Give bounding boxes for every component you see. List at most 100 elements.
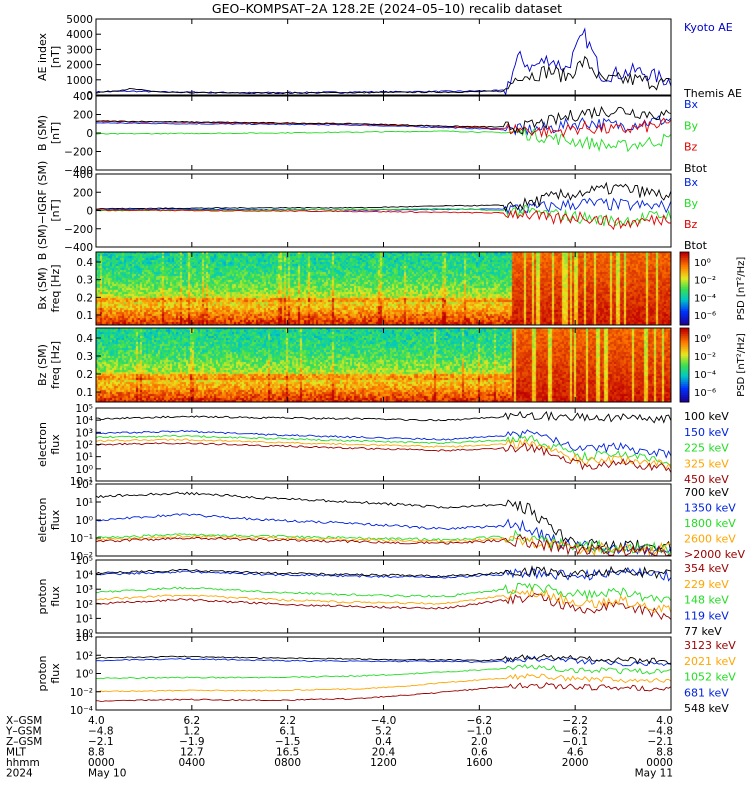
colorbar-cell xyxy=(680,270,689,273)
colorbar-cell xyxy=(680,272,689,275)
ephemeris-value: 1200 xyxy=(370,757,397,769)
colorbar-cell xyxy=(680,331,689,335)
y-tick-label: 10¹ xyxy=(75,613,93,625)
y-tick-label: 10⁻² xyxy=(70,551,93,563)
ephemeris-value: −1.0 xyxy=(467,726,493,738)
y-tick-label: 10² xyxy=(75,650,93,662)
y-tick-label: 4000 xyxy=(66,29,93,41)
ephemeris-value: −6.2 xyxy=(562,726,588,738)
legend-entry: 325 keV xyxy=(684,457,729,470)
y-axis-label: Bx (SM) xyxy=(36,267,49,310)
y-tick-label: 1000 xyxy=(66,75,93,87)
series-line xyxy=(95,438,672,470)
ephemeris-value: 0000 xyxy=(646,757,673,769)
colorbar-cell xyxy=(680,398,689,401)
legend-entry: Bx xyxy=(684,98,699,111)
y-tick-label: 400 xyxy=(73,91,93,103)
series-line xyxy=(95,566,672,582)
legend-entry: 2600 keV xyxy=(684,533,736,546)
colorbar-cell xyxy=(680,389,689,392)
colorbar-tick-label: 10⁻⁴ xyxy=(694,370,716,381)
legend-entry: 77 keV xyxy=(684,625,722,638)
ephemeris-row-label: MLT xyxy=(6,747,26,759)
ephemeris-value: −0.1 xyxy=(562,736,588,748)
ephemeris-value: −6.2 xyxy=(467,715,493,727)
panel-pflux2: 3123 keV 2021 keV 1052 keV 681 keV 548 keV 10… xyxy=(36,632,736,717)
colorbar-cell xyxy=(680,261,689,264)
ephemeris-value: −4.8 xyxy=(648,726,674,738)
legend-entry: 229 keV xyxy=(684,578,729,591)
colorbar-cell xyxy=(680,366,689,370)
colorbar-cell xyxy=(680,374,689,377)
series-line xyxy=(95,491,672,554)
colorbar-cell xyxy=(680,314,689,317)
ephemeris-table: X–GSM 4.0 6.2 2.2 −4.0 −6.2 −2.2 4.0Y–GSM −4.8 1.… xyxy=(5,715,673,780)
legend-entry: 150 keV xyxy=(684,426,729,439)
colorbar-cell xyxy=(680,319,689,322)
colorbar-cell xyxy=(680,266,689,269)
legend-entry: Bz xyxy=(684,218,698,231)
colorbar-tick-label: 10⁻² xyxy=(694,352,716,363)
colorbar-label: PSD [nT²/Hz] xyxy=(736,333,747,397)
y-axis-label: AE index xyxy=(36,32,49,81)
legend-entry: 100 keV xyxy=(684,410,729,423)
panel-bzspec: 10⁰ 10⁻² 10⁻⁴ 10⁻⁶ PSD [nT²/Hz] 0.4 0.3 0.2 0.1 B… xyxy=(36,327,747,403)
legend-entry: 119 keV xyxy=(684,609,729,622)
ephemeris-value: 0.4 xyxy=(375,736,392,748)
colorbar-cell xyxy=(680,337,689,340)
legend-entry: >2000 keV xyxy=(684,548,745,561)
colorbar-cell xyxy=(680,262,689,266)
y-axis-label: electron xyxy=(36,498,49,543)
colorbar-tick-label: 10⁻² xyxy=(694,276,716,287)
colorbar-label: PSD [nT²/Hz] xyxy=(736,257,747,321)
ephemeris-row-label: X–GSM xyxy=(6,715,42,727)
colorbar-cell xyxy=(680,381,689,384)
y-tick-label: 0.4 xyxy=(76,333,93,345)
colorbar-frame xyxy=(679,327,690,403)
colorbar-cell xyxy=(680,306,689,310)
ephemeris-row-label: Y–GSM xyxy=(5,726,42,738)
y-tick-label: 0.3 xyxy=(76,351,93,363)
colorbar-cell xyxy=(680,264,689,268)
colorbar-cell xyxy=(680,252,689,255)
colorbar-cell xyxy=(680,344,689,347)
colorbar-cell xyxy=(680,317,689,321)
ephemeris-value: 2.0 xyxy=(471,736,488,748)
y-axis-label: flux xyxy=(49,586,62,607)
spectrogram-image xyxy=(96,252,671,325)
colorbar-cell xyxy=(680,323,689,326)
panel-frame xyxy=(95,483,672,557)
y-tick-label: −200 xyxy=(64,224,93,236)
y-axis-label: electron xyxy=(36,422,49,467)
y-tick-label: 0 xyxy=(86,128,93,140)
colorbar-tick-label: 10⁰ xyxy=(694,258,711,269)
y-axis-label: [nT] xyxy=(49,46,62,68)
y-tick-label: −400 xyxy=(64,242,93,254)
y-axis-label: Bz (SM) xyxy=(36,344,49,386)
series-line xyxy=(95,197,672,215)
colorbar-cell xyxy=(680,353,689,357)
panel-eflux2: 700 keV 1350 keV 1800 keV 2600 keV >2000 keV… xyxy=(36,479,745,563)
ephemeris-row-label: 2024 xyxy=(6,768,33,780)
colorbar-cell xyxy=(680,277,689,280)
legend-entry: Btot xyxy=(684,239,708,252)
ephemeris-value: −1.5 xyxy=(275,736,301,748)
series-line xyxy=(95,127,672,153)
colorbar-tick-label: 10⁻⁶ xyxy=(694,388,716,399)
y-axis-label: proton xyxy=(36,655,49,691)
ephemeris-value: 8.8 xyxy=(656,747,673,759)
legend-entry: 225 keV xyxy=(684,442,729,455)
ephemeris-value: 5.2 xyxy=(375,726,392,738)
y-tick-label: 10¹ xyxy=(75,497,93,509)
ephemeris-value: 0.6 xyxy=(471,747,488,759)
y-tick-label: 0.4 xyxy=(76,257,93,269)
legend-entry: By xyxy=(684,119,699,132)
y-tick-label: 0.3 xyxy=(76,275,93,287)
legend-entry: 700 keV xyxy=(684,486,729,499)
y-tick-label: 0.1 xyxy=(76,387,93,399)
panel-bsm: Bx By Bz Btot 400 200 0 −200 −400 B (SM) [nT] xyxy=(36,91,708,177)
legend-entry: 1052 keV xyxy=(684,671,736,684)
colorbar-cell xyxy=(680,383,689,386)
